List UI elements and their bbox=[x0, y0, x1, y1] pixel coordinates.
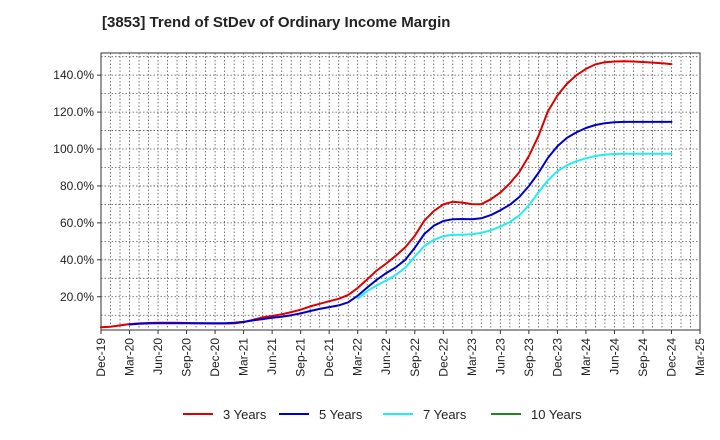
legend-label-10-years: 10 Years bbox=[531, 407, 582, 422]
y-tick-label: 80.0% bbox=[60, 179, 94, 193]
chart-title: [3853] Trend of StDev of Ordinary Income… bbox=[102, 14, 451, 31]
y-tick-label: 20.0% bbox=[60, 290, 94, 304]
x-tick-label: Mar-21 bbox=[237, 338, 251, 376]
x-tick-label: Mar-22 bbox=[351, 338, 365, 376]
y-tick-label: 100.0% bbox=[53, 142, 94, 156]
x-tick-label: Jun-21 bbox=[265, 338, 279, 375]
x-tick-label: Mar-20 bbox=[123, 338, 137, 376]
x-tick-label: Dec-24 bbox=[664, 338, 678, 377]
series-line-7-years bbox=[356, 152, 673, 300]
x-tick-label: Dec-20 bbox=[208, 338, 222, 377]
x-tick-label: Sep-22 bbox=[408, 338, 422, 377]
x-tick-label: Dec-21 bbox=[322, 338, 336, 377]
series-line-5-years bbox=[128, 120, 673, 326]
x-tick-label: Mar-23 bbox=[465, 338, 479, 376]
x-tick-label: Jun-24 bbox=[607, 338, 621, 375]
legend-layer: 3 Years 5 Years 7 Years 10 Years bbox=[183, 407, 582, 422]
series-layer bbox=[100, 60, 673, 329]
x-tick-label: Jun-23 bbox=[493, 338, 507, 375]
y-tick-label: 40.0% bbox=[60, 253, 94, 267]
y-tick-label: 140.0% bbox=[53, 68, 94, 82]
legend-label-5-years: 5 Years bbox=[319, 407, 363, 422]
legend-label-7-years: 7 Years bbox=[423, 407, 467, 422]
axis-layer: 20.0% 40.0% 60.0% 80.0% 100.0% 120.0% 140.0% De… bbox=[53, 68, 707, 377]
x-tick-label: Sep-21 bbox=[294, 338, 308, 377]
x-tick-label: Jun-20 bbox=[151, 338, 165, 375]
x-tick-label: Dec-19 bbox=[94, 338, 108, 377]
x-tick-label: Sep-24 bbox=[636, 338, 650, 377]
x-tick-label: Mar-25 bbox=[693, 338, 707, 376]
x-tick-label: Dec-22 bbox=[436, 338, 450, 377]
y-tick-label: 120.0% bbox=[53, 105, 94, 119]
x-tick-label: Sep-23 bbox=[522, 338, 536, 377]
x-tick-label: Dec-23 bbox=[550, 338, 564, 377]
x-tick-label: Sep-20 bbox=[180, 338, 194, 377]
x-tick-label: Mar-24 bbox=[579, 338, 593, 376]
plot-frame bbox=[100, 52, 701, 331]
legend-label-3-years: 3 Years bbox=[223, 407, 267, 422]
grid-layer bbox=[100, 52, 701, 331]
y-tick-label: 60.0% bbox=[60, 216, 94, 230]
x-tick-label: Jun-22 bbox=[379, 338, 393, 375]
